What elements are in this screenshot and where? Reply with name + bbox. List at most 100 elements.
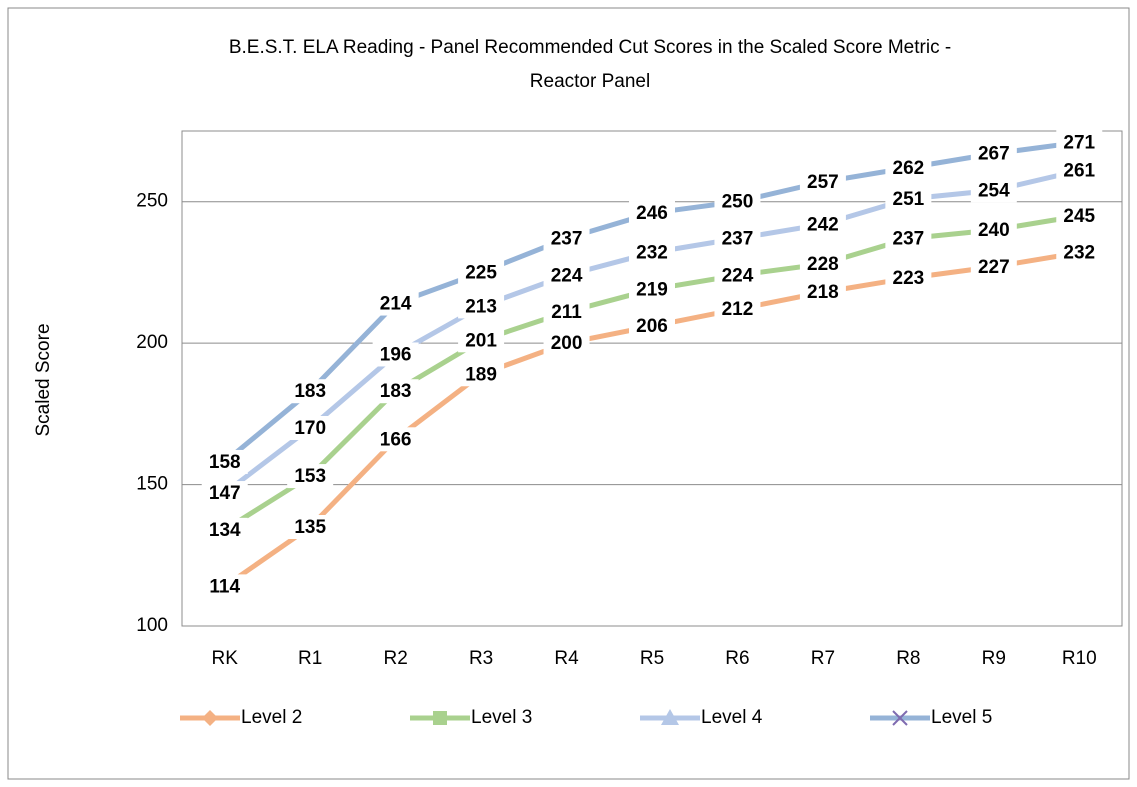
data-label-bg xyxy=(458,260,505,285)
y-tick-label: 150 xyxy=(136,474,168,495)
data-label-bg xyxy=(885,226,932,251)
data-label: 183 xyxy=(380,381,412,402)
legend-label: Level 4 xyxy=(701,707,763,728)
data-label-bg xyxy=(714,297,761,322)
data-label-bg xyxy=(201,449,248,474)
data-label-bg xyxy=(970,254,1017,279)
data-label-bg xyxy=(372,291,419,316)
data-label-bg xyxy=(885,266,932,291)
data-label: 237 xyxy=(551,229,583,250)
y-tick-label: 250 xyxy=(136,191,168,212)
legend-marker xyxy=(202,710,218,726)
data-label-bg xyxy=(629,201,675,226)
data-label-bg xyxy=(714,189,761,214)
data-label-bg xyxy=(458,328,505,353)
legend-label: Level 3 xyxy=(471,707,532,728)
data-label-bg xyxy=(885,155,932,180)
data-label-bg xyxy=(372,427,419,452)
y-tick-label: 100 xyxy=(136,615,168,636)
chart-title: Reactor Panel xyxy=(530,71,650,92)
x-tick-label: R7 xyxy=(811,648,835,669)
data-label: 224 xyxy=(551,265,583,286)
data-label-bg xyxy=(543,300,590,325)
data-label: 254 xyxy=(978,180,1010,201)
data-label: 227 xyxy=(978,257,1010,278)
data-label: 271 xyxy=(1063,132,1095,153)
data-label-bg xyxy=(287,416,334,440)
data-label: 223 xyxy=(893,268,925,289)
x-tick-label: R5 xyxy=(640,648,664,669)
data-label: 114 xyxy=(209,576,240,597)
data-label-bg xyxy=(799,280,846,305)
x-tick-label: R9 xyxy=(982,648,1006,669)
data-label: 213 xyxy=(465,296,497,317)
legend-marker xyxy=(661,709,679,725)
data-label-bg xyxy=(543,226,590,251)
data-label: 261 xyxy=(1063,161,1095,182)
data-label-bg xyxy=(372,379,419,404)
data-label-bg xyxy=(1056,203,1103,228)
data-label-bg xyxy=(799,251,846,276)
data-label: 200 xyxy=(551,333,583,354)
x-tick-label: RK xyxy=(212,648,239,669)
data-label-bg xyxy=(970,141,1017,166)
data-label: 196 xyxy=(380,344,412,365)
data-label: 170 xyxy=(294,418,326,439)
x-tick-label: R4 xyxy=(554,648,579,669)
data-label: 219 xyxy=(636,279,668,300)
data-label-bg xyxy=(201,517,248,542)
data-label-bg xyxy=(287,515,334,539)
data-label-bg xyxy=(201,574,248,599)
x-tick-label: R6 xyxy=(725,648,749,669)
data-label-bg xyxy=(714,263,761,288)
data-label: 158 xyxy=(209,452,241,473)
x-tick-label: R1 xyxy=(298,648,322,669)
data-label: 232 xyxy=(1063,243,1095,264)
data-label: 206 xyxy=(636,316,668,337)
data-label-bg xyxy=(1056,240,1103,265)
data-label: 211 xyxy=(551,302,582,323)
data-label: 237 xyxy=(722,229,754,250)
data-label: 189 xyxy=(465,364,497,385)
data-label: 251 xyxy=(893,189,925,210)
data-label-bg xyxy=(629,277,675,302)
data-label: 224 xyxy=(722,265,754,286)
data-label: 262 xyxy=(893,158,925,179)
data-label-bg xyxy=(799,212,846,237)
data-label: 228 xyxy=(807,254,839,275)
y-axis-label: Scaled Score xyxy=(33,323,54,436)
x-tick-label: R3 xyxy=(469,648,493,669)
data-label: 214 xyxy=(380,294,412,315)
data-label-bg xyxy=(458,362,505,387)
data-label-bg xyxy=(1056,130,1103,155)
data-label: 135 xyxy=(294,517,326,538)
data-label-bg xyxy=(885,186,932,211)
plot-area xyxy=(181,130,1123,627)
data-label-bg xyxy=(543,331,590,356)
data-label-bg xyxy=(1056,158,1103,183)
data-label: 212 xyxy=(722,299,754,320)
data-label-bg xyxy=(287,464,334,489)
data-label: 245 xyxy=(1063,206,1095,227)
legend-label: Level 2 xyxy=(241,707,302,728)
data-label: 240 xyxy=(978,220,1010,241)
y-tick-label: 200 xyxy=(136,332,168,353)
data-label: 166 xyxy=(380,429,412,450)
legend-marker xyxy=(892,710,908,726)
data-label-bg xyxy=(629,314,675,339)
x-tick-label: R10 xyxy=(1062,648,1097,669)
data-label: 218 xyxy=(807,282,839,303)
data-label-bg xyxy=(970,218,1017,242)
data-label-bg xyxy=(458,294,505,319)
data-label-bg xyxy=(372,342,419,367)
data-label: 246 xyxy=(636,203,668,224)
data-label: 242 xyxy=(807,214,839,235)
data-label: 257 xyxy=(807,172,839,193)
data-label-bg xyxy=(201,481,248,506)
data-label: 232 xyxy=(636,243,668,264)
data-label: 153 xyxy=(294,466,326,487)
legend-marker xyxy=(433,711,447,725)
data-label-bg xyxy=(799,169,846,194)
chart-title: B.E.S.T. ELA Reading - Panel Recommended… xyxy=(229,37,951,58)
